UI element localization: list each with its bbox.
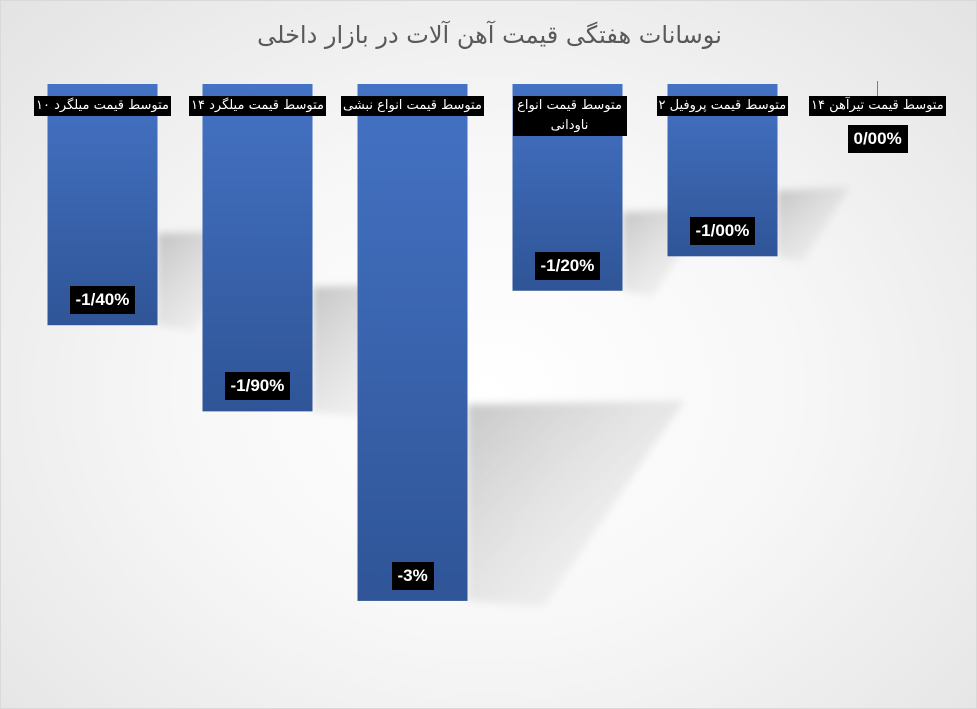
- bar: [47, 84, 158, 326]
- category-label: متوسط قیمت میلگرد ۱۰: [34, 96, 171, 116]
- category-label: متوسط قیمت انواع ناودانی: [512, 96, 627, 136]
- bar: [357, 84, 468, 601]
- data-label: -1/90%: [224, 372, 291, 401]
- data-label: -1/40%: [69, 286, 136, 315]
- bar: [202, 84, 313, 412]
- category-label: متوسط قیمت میلگرد ۱۴: [189, 96, 326, 116]
- chart-title: نوسانات هفتگی قیمت آهن آلات در بازار داخ…: [257, 21, 722, 49]
- data-label: -3%: [391, 561, 434, 590]
- category-label: متوسط قیمت انواع نبشی: [341, 96, 484, 116]
- bar-shadow: [777, 186, 850, 263]
- category-label: متوسط قیمت پروفیل ۲: [656, 96, 789, 116]
- data-label: -1/00%: [689, 217, 756, 246]
- bar-shadow: [467, 400, 685, 607]
- category-label: متوسط قیمت تیرآهن ۱۴: [809, 96, 946, 116]
- data-label: -1/20%: [534, 251, 601, 280]
- data-label: 0/00%: [847, 125, 908, 153]
